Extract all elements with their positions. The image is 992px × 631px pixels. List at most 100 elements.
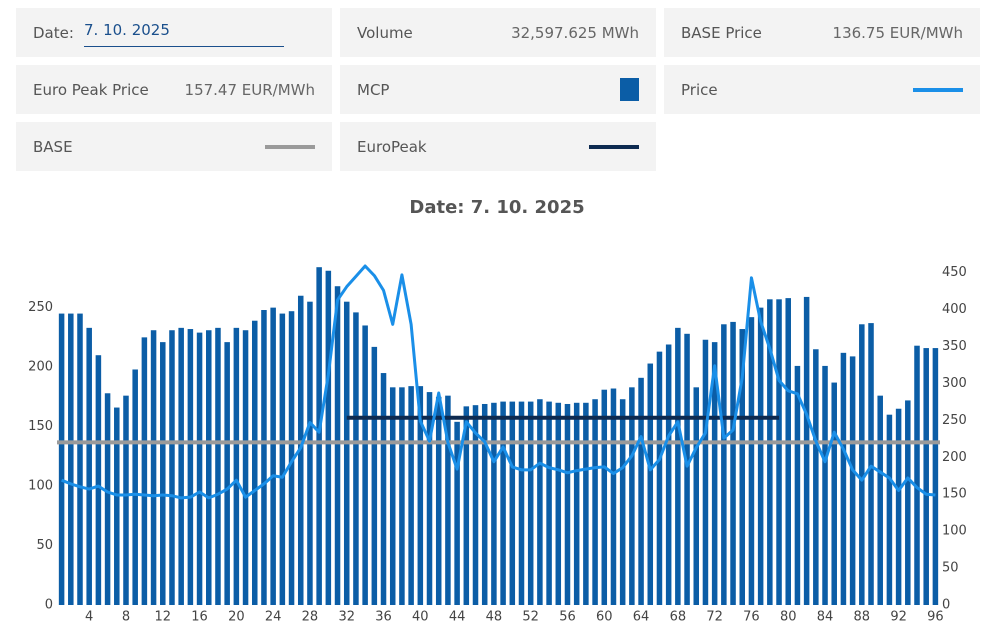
- legend-card[interactable]: Price: [664, 65, 980, 114]
- bar: [914, 345, 920, 605]
- bar: [307, 301, 313, 605]
- y2-tick-label: 0: [942, 598, 950, 613]
- x-tick-label: 48: [486, 610, 503, 625]
- bar: [463, 406, 470, 605]
- bar: [831, 382, 837, 605]
- card-value: 136.75 EUR/MWh: [832, 23, 963, 42]
- bar: [141, 337, 148, 605]
- x-tick-label: 72: [706, 610, 723, 625]
- x-tick-label: 52: [522, 610, 539, 625]
- bar: [224, 342, 230, 605]
- y-tick-label: 0: [45, 598, 53, 613]
- bar: [114, 407, 120, 605]
- y2-tick-label: 250: [942, 413, 967, 428]
- bar: [748, 317, 755, 605]
- y2-tick-label: 200: [942, 450, 967, 465]
- bar: [767, 299, 773, 605]
- bar: [932, 348, 939, 605]
- x-tick-label: 96: [927, 610, 944, 625]
- bar: [86, 327, 92, 605]
- legend-label: MCP: [357, 80, 390, 99]
- bar: [711, 342, 718, 605]
- info-card: Euro Peak Price 157.47 EUR/MWh: [16, 65, 332, 114]
- bar: [389, 387, 396, 605]
- bar: [104, 393, 111, 605]
- bar: [656, 351, 663, 605]
- bar: [279, 313, 286, 605]
- bar: [417, 386, 424, 605]
- bar: [334, 286, 341, 605]
- bar: [454, 421, 460, 605]
- price-line: [61, 264, 936, 500]
- x-tick-label: 88: [854, 610, 871, 625]
- bar: [362, 325, 368, 605]
- bar: [629, 387, 635, 605]
- bar: [684, 333, 690, 605]
- bar: [693, 387, 700, 605]
- bar: [178, 327, 184, 605]
- bar: [288, 311, 295, 605]
- y2-tick-label: 300: [942, 376, 967, 391]
- bar: [445, 395, 451, 605]
- y-tick-label: 150: [28, 419, 53, 434]
- y-tick-label: 200: [28, 360, 53, 375]
- x-tick-label: 56: [559, 610, 576, 625]
- bar: [123, 395, 129, 605]
- bar: [426, 392, 433, 605]
- legend-card[interactable]: BASE: [16, 122, 332, 171]
- bar: [150, 330, 157, 605]
- date-input[interactable]: 7. 10. 2025: [84, 21, 284, 47]
- legend-card[interactable]: MCP: [340, 65, 656, 114]
- legend-label: BASE: [33, 137, 73, 156]
- bar: [491, 402, 497, 605]
- bar: [371, 346, 378, 605]
- bar: [877, 395, 883, 605]
- x-tick-label: 40: [412, 610, 429, 625]
- bar: [527, 401, 534, 605]
- bar: [923, 348, 929, 605]
- bar: [721, 324, 727, 605]
- bar: [160, 342, 166, 605]
- bar: [592, 399, 598, 605]
- bar: [132, 369, 138, 605]
- bar: [472, 405, 479, 605]
- legend-swatch: [589, 144, 639, 149]
- bar: [583, 402, 589, 605]
- bar: [518, 401, 525, 605]
- y2-tick-label: 400: [942, 302, 967, 317]
- bar: [481, 403, 488, 605]
- bar: [500, 401, 506, 605]
- bar: [343, 301, 350, 605]
- bar: [840, 352, 847, 605]
- card-value: 157.47 EUR/MWh: [184, 80, 315, 99]
- bar: [399, 387, 405, 605]
- bar: [196, 332, 203, 605]
- bar: [380, 373, 387, 605]
- bar: [601, 389, 608, 605]
- bar: [564, 403, 571, 605]
- bar: [509, 401, 516, 605]
- x-tick-label: 84: [817, 610, 834, 625]
- card-label: BASE Price: [681, 23, 762, 42]
- x-tick-label: 28: [302, 610, 319, 625]
- y-tick-label: 100: [28, 479, 53, 494]
- bar: [638, 377, 644, 605]
- date-card: Date:: [16, 8, 332, 57]
- bar: [859, 324, 865, 605]
- legend-card[interactable]: EuroPeak: [340, 122, 656, 171]
- bar: [187, 329, 194, 605]
- bar: [573, 402, 580, 605]
- bar: [757, 307, 764, 605]
- y-tick-label: 50: [36, 538, 53, 553]
- x-tick-label: 24: [265, 610, 282, 625]
- bar: [68, 313, 74, 605]
- bar: [785, 298, 791, 605]
- legend-label: Price: [681, 80, 718, 99]
- bar: [868, 323, 874, 605]
- bar: [849, 356, 856, 605]
- y2-tick-label: 350: [942, 339, 967, 354]
- bar: [555, 402, 562, 605]
- chart-title: Date: 7. 10. 2025: [409, 197, 584, 218]
- bar: [58, 313, 65, 605]
